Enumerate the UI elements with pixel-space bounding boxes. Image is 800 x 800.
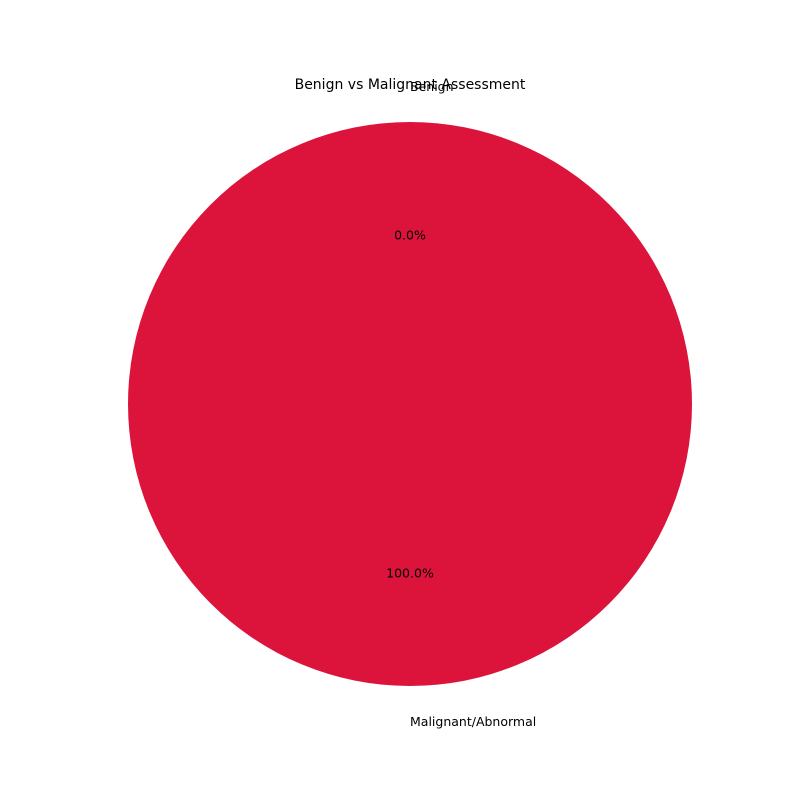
chart-title: Benign vs Malignant Assessment: [295, 77, 526, 93]
slice-label-benign: Benign: [410, 79, 454, 94]
pie-slice-malignant-abnormal: [128, 122, 692, 686]
pie-slices: [128, 122, 692, 686]
slice-label-malignant-abnormal: Malignant/Abnormal: [410, 714, 536, 729]
pct-label-malignant-abnormal: 100.0%: [386, 566, 434, 581]
pct-label-benign: 0.0%: [394, 227, 426, 242]
pie-labels: Benign 0.0% Malignant/Abnormal 100.0%: [386, 79, 536, 729]
